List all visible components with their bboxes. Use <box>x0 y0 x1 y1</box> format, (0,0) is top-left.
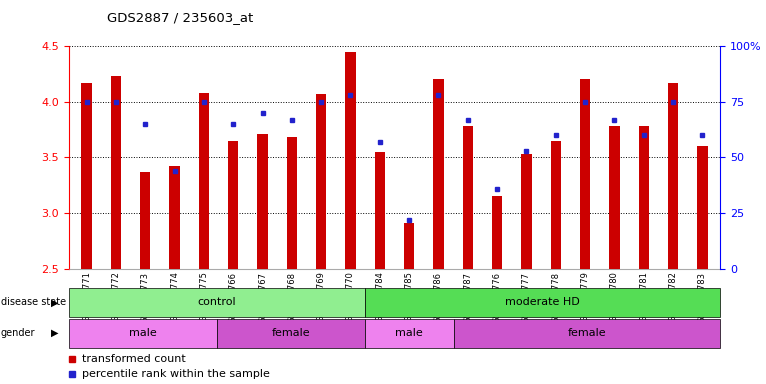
Bar <box>375 152 385 269</box>
Bar <box>69 319 217 348</box>
Bar <box>522 154 532 269</box>
Bar <box>286 137 297 269</box>
Bar <box>404 223 414 269</box>
Bar <box>365 319 453 348</box>
Bar <box>492 197 502 269</box>
Bar <box>580 79 591 269</box>
Text: ▶: ▶ <box>51 297 59 308</box>
Bar <box>668 83 678 269</box>
Bar <box>551 141 561 269</box>
Text: female: female <box>272 328 310 338</box>
Bar <box>316 94 326 269</box>
Bar <box>434 79 444 269</box>
Bar <box>111 76 121 269</box>
Bar <box>228 141 238 269</box>
Bar <box>453 319 720 348</box>
Text: ▶: ▶ <box>51 328 59 338</box>
Bar <box>198 93 209 269</box>
Bar <box>609 126 620 269</box>
Text: moderate HD: moderate HD <box>505 297 580 308</box>
Text: disease state: disease state <box>1 297 66 308</box>
Bar <box>169 166 180 269</box>
Bar <box>140 172 150 269</box>
Bar <box>257 134 267 269</box>
Text: male: male <box>395 328 423 338</box>
Text: female: female <box>568 328 606 338</box>
Text: male: male <box>129 328 157 338</box>
Bar <box>697 146 708 269</box>
Bar <box>463 126 473 269</box>
Bar <box>345 52 355 269</box>
Text: percentile rank within the sample: percentile rank within the sample <box>82 369 270 379</box>
Text: control: control <box>198 297 236 308</box>
Bar <box>81 83 92 269</box>
Bar <box>217 319 365 348</box>
Bar <box>639 126 649 269</box>
Text: GDS2887 / 235603_at: GDS2887 / 235603_at <box>107 12 254 25</box>
Bar <box>69 288 365 317</box>
Text: transformed count: transformed count <box>82 354 185 364</box>
Text: gender: gender <box>1 328 35 338</box>
Bar <box>365 288 720 317</box>
